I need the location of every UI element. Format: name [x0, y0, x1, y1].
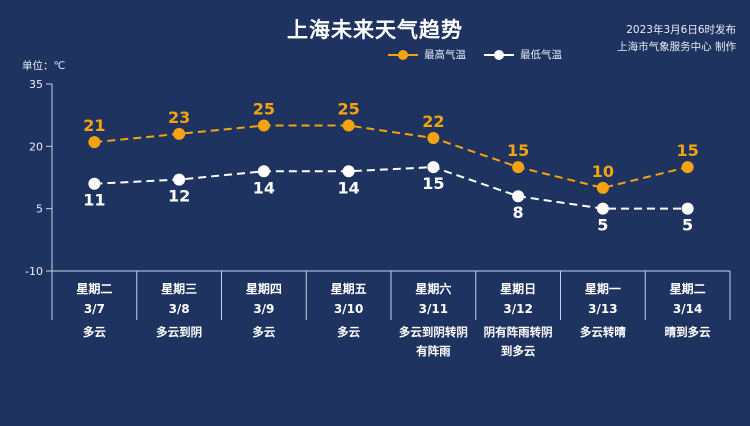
low-temp-point	[427, 161, 440, 174]
weekday-label: 星期六	[415, 281, 451, 296]
weather-label: 阴有阵雨转阴	[484, 325, 553, 339]
high-temp-label: 22	[422, 112, 444, 131]
low-temp-point	[512, 190, 525, 203]
high-temp-label: 23	[168, 108, 190, 127]
weekday-label: 星期一	[585, 281, 621, 296]
date-tick-label: 3/13	[588, 302, 617, 316]
legend-low-marker	[484, 49, 514, 60]
low-temp-line	[94, 166, 688, 210]
legend-high-marker	[388, 49, 418, 60]
low-temp-label: 15	[422, 174, 444, 193]
weather-label: 多云	[83, 325, 106, 339]
unit-label: 单位：℃	[22, 60, 66, 72]
high-temp-label: 15	[507, 141, 529, 160]
y-tick-label: 5	[36, 203, 43, 216]
weekday-label: 星期五	[331, 281, 367, 296]
low-temp-label: 12	[168, 187, 190, 206]
date-tick-label: 3/12	[503, 302, 532, 316]
weekday-label: 星期二	[76, 281, 112, 296]
weather-label: 多云到阴	[156, 325, 202, 339]
weekday-label: 星期三	[161, 281, 197, 296]
publish-info: 2023年3月6日6时发布 上海市气象服务中心 制作	[617, 22, 736, 56]
date-tick-label: 3/7	[84, 302, 105, 316]
weekday-label: 星期四	[246, 281, 282, 296]
weekday-label: 星期日	[500, 281, 536, 296]
legend-low-label: 最低气温	[520, 49, 562, 61]
weather-label: 晴到多云	[665, 325, 711, 339]
y-tick-label: -10	[25, 265, 43, 278]
high-temp-point	[681, 161, 694, 174]
low-temp-point	[257, 165, 270, 178]
publisher: 上海市气象服务中心 制作	[617, 41, 736, 53]
low-temp-label: 11	[83, 191, 105, 210]
low-temp-label: 14	[253, 178, 275, 197]
high-temp-point	[88, 136, 101, 149]
low-temp-label: 5	[682, 216, 693, 235]
high-temp-label: 15	[676, 141, 698, 160]
y-tick-label: 20	[29, 140, 43, 153]
legend-high-label: 最高气温	[424, 49, 466, 61]
weather-label: 有阵雨	[416, 344, 451, 358]
chart-legend: 最高气温 最低气温	[388, 47, 580, 62]
legend-item-high: 最高气温	[388, 47, 466, 62]
date-tick-label: 3/8	[169, 302, 190, 316]
publish-time: 2023年3月6日6时发布	[626, 24, 736, 36]
weather-label: 到多云	[501, 344, 536, 358]
y-tick-label: 35	[29, 78, 43, 91]
date-tick-label: 3/9	[253, 302, 274, 316]
high-temp-label: 25	[253, 100, 275, 119]
high-temp-point	[173, 127, 186, 140]
high-temp-label: 21	[83, 116, 105, 135]
low-temp-label: 14	[337, 178, 359, 197]
low-temp-point	[173, 173, 186, 186]
page-title: 上海未来天气趋势	[287, 18, 463, 42]
high-temp-label: 25	[337, 100, 359, 119]
weather-label: 多云	[337, 325, 360, 339]
high-temp-point	[342, 119, 355, 132]
date-tick-label: 3/14	[673, 302, 702, 316]
weather-label: 多云	[252, 325, 275, 339]
low-temp-point	[88, 177, 101, 190]
high-temp-point	[512, 161, 525, 174]
high-temp-label: 10	[592, 162, 614, 181]
legend-item-low: 最低气温	[484, 47, 562, 62]
low-temp-point	[681, 202, 694, 215]
low-temp-label: 8	[513, 203, 524, 222]
high-temp-point	[596, 181, 609, 194]
low-temp-point	[596, 202, 609, 215]
low-temp-label: 5	[597, 216, 608, 235]
high-temp-point	[427, 132, 440, 145]
weather-label: 多云到阴转阴	[399, 325, 468, 339]
weather-label: 多云转晴	[580, 325, 626, 339]
date-tick-label: 3/11	[419, 302, 448, 316]
high-temp-point	[257, 119, 270, 132]
low-temp-point	[342, 165, 355, 178]
weekday-label: 星期二	[670, 281, 706, 296]
date-tick-label: 3/10	[334, 302, 363, 316]
